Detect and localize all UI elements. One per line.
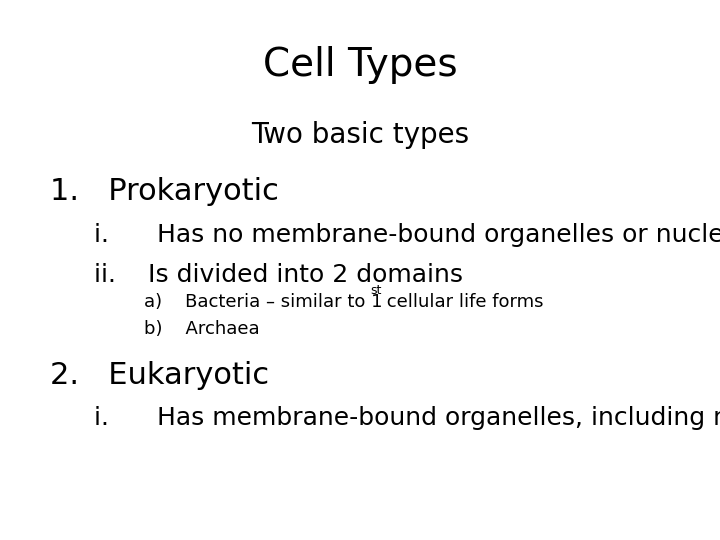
Text: i.      Has membrane-bound organelles, including nucleus: i. Has membrane-bound organelles, includ… [94,407,720,430]
Text: a)    Bacteria – similar to 1: a) Bacteria – similar to 1 [144,293,382,312]
Text: Two basic types: Two basic types [251,121,469,149]
Text: 2.   Eukaryotic: 2. Eukaryotic [50,361,269,390]
Text: Cell Types: Cell Types [263,46,457,84]
Text: i.      Has no membrane-bound organelles or nucleus: i. Has no membrane-bound organelles or n… [94,223,720,247]
Text: st: st [370,284,382,297]
Text: cellular life forms: cellular life forms [381,293,544,312]
Text: b)    Archaea: b) Archaea [144,320,260,339]
Text: 1.   Prokaryotic: 1. Prokaryotic [50,177,279,206]
Text: ii.    Is divided into 2 domains: ii. Is divided into 2 domains [94,264,463,287]
